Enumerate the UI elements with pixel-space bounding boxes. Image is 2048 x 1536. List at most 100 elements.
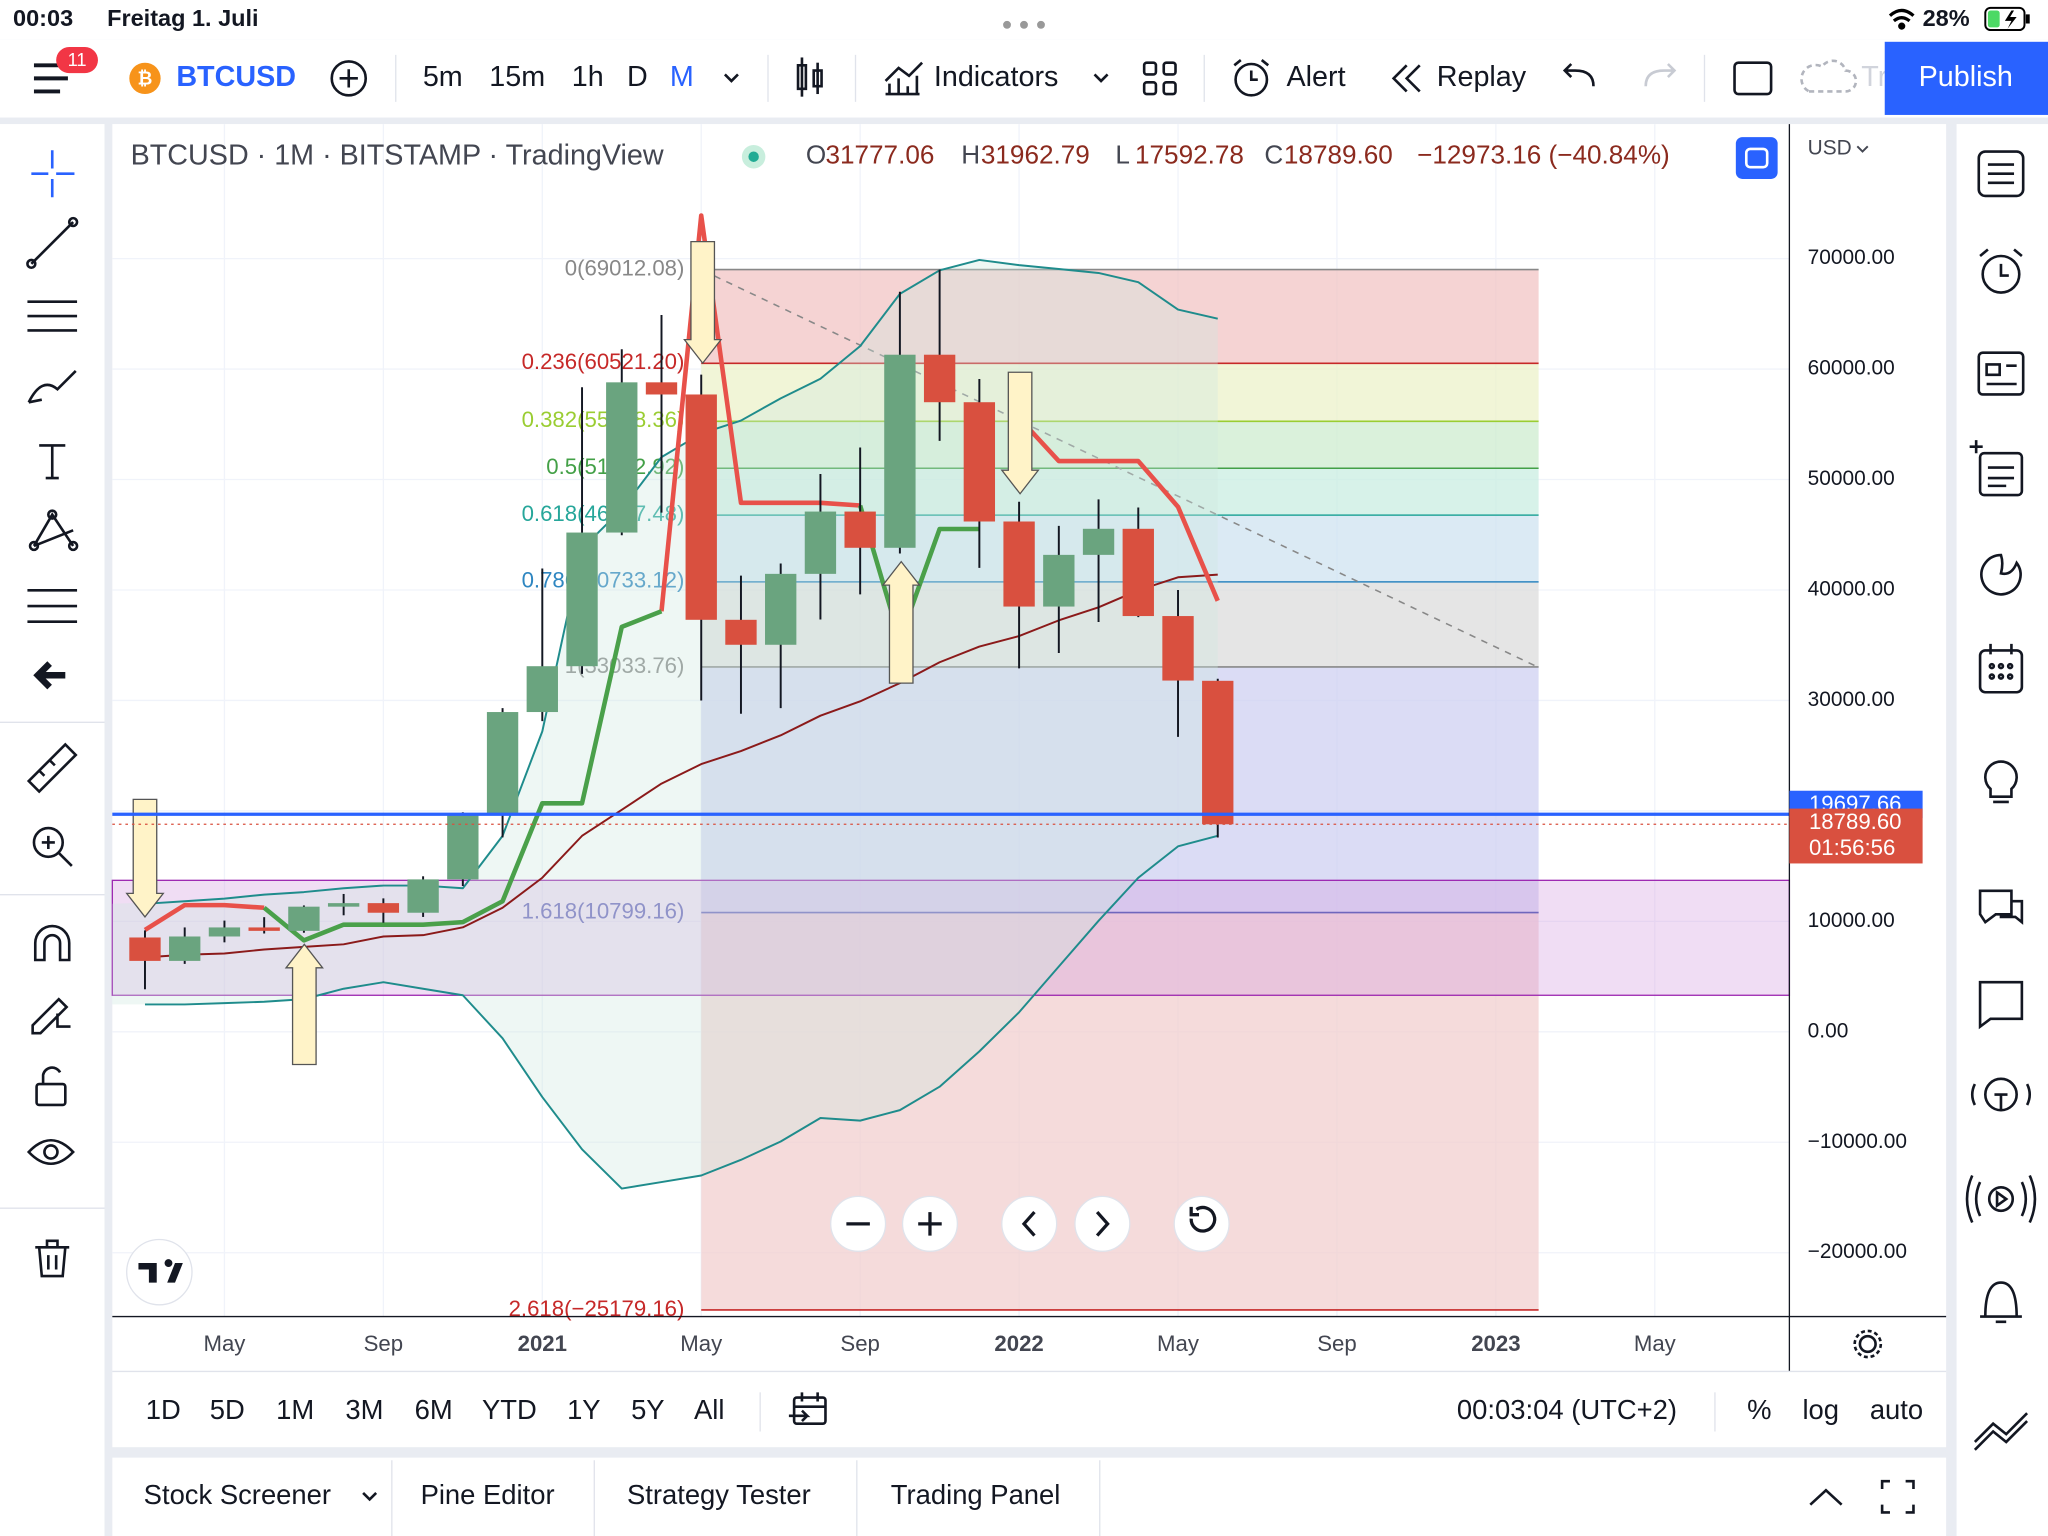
sidebar-buttons-part[interactable] (1985, 363, 2017, 386)
bottom-tab[interactable]: Strategy Tester (627, 1479, 811, 1510)
replay-button[interactable]: Replay (1437, 61, 1527, 93)
expand-panel[interactable] (1809, 1488, 1843, 1506)
alert-icon-part[interactable] (1234, 62, 1269, 97)
undo-button[interactable] (1562, 63, 1595, 87)
symbol[interactable]: BTCUSD (176, 61, 296, 93)
drawing-tools-part[interactable] (26, 1138, 75, 1166)
clock[interactable]: 00:03:04 (UTC+2) (1457, 1394, 1677, 1425)
range-button[interactable]: 5Y (631, 1394, 665, 1425)
drawing-tools-part[interactable] (67, 216, 79, 228)
drawing-tools-part[interactable] (39, 444, 66, 480)
drawing-tools-part[interactable] (33, 661, 66, 690)
drawing-tools-part[interactable] (31, 150, 75, 198)
fullscreen-button[interactable] (1733, 61, 1773, 96)
drawing-tools-part[interactable] (28, 540, 40, 552)
interval-button[interactable]: D (627, 61, 648, 93)
alert-button[interactable]: Alert (1287, 61, 1346, 93)
publish-button[interactable] (1884, 41, 2048, 115)
sidebar-buttons-part[interactable] (1988, 673, 1996, 680)
zoom-controls-part[interactable] (1173, 1195, 1230, 1252)
drawing-tools-part[interactable] (31, 997, 71, 1035)
drawing-tools-part[interactable] (47, 509, 58, 520)
sidebar-buttons-part[interactable] (2006, 662, 2014, 670)
settings-button[interactable] (1853, 1329, 1883, 1359)
maximize-panel[interactable] (1880, 1479, 1915, 1514)
range-button[interactable]: 5D (210, 1394, 245, 1425)
currency-dropdown[interactable] (1856, 145, 1869, 153)
layout-button[interactable] (1142, 61, 1177, 96)
interval-dropdown[interactable] (723, 73, 739, 83)
settings-button-part[interactable] (1858, 1334, 1877, 1354)
add-symbol-part[interactable] (330, 60, 368, 97)
sidebar-buttons[interactable] (1965, 150, 2037, 1451)
indicators-button[interactable]: Indicators (934, 61, 1059, 93)
sidebar-buttons-part[interactable] (2006, 673, 2014, 680)
indicators-dropdown[interactable] (1093, 73, 1109, 83)
drawing-tools-part[interactable] (35, 1239, 70, 1278)
zoom-controls[interactable] (830, 1195, 1230, 1252)
sidebar-buttons-part[interactable] (1973, 1412, 2029, 1451)
redo-button[interactable] (1644, 63, 1677, 87)
sidebar-buttons-part[interactable] (1978, 451, 2024, 497)
sidebar-buttons-part[interactable] (1981, 254, 2021, 294)
sidebar-buttons-part[interactable] (1978, 889, 2024, 925)
zoom-controls-part[interactable] (1001, 1195, 1058, 1252)
layout-button-part[interactable] (1162, 80, 1177, 96)
chart-type-button[interactable] (796, 57, 823, 97)
drawing-tools-part[interactable] (26, 258, 37, 270)
range-button[interactable]: All (694, 1394, 724, 1425)
log-toggle[interactable]: log (1802, 1394, 1839, 1425)
sidebar-buttons-part[interactable] (1989, 643, 2013, 655)
sidebar-buttons-part[interactable] (1969, 440, 2015, 488)
zoom-controls-part[interactable] (1074, 1195, 1131, 1252)
interval-button[interactable]: 15m (489, 61, 545, 93)
interval-button[interactable]: 1h (572, 61, 604, 93)
bottom-tab[interactable]: Trading Panel (891, 1479, 1061, 1510)
drawing-tools-part[interactable] (32, 512, 75, 548)
zoom-controls-part[interactable] (1021, 1210, 1036, 1237)
alert-icon[interactable] (1233, 59, 1270, 97)
sidebar-buttons-part[interactable] (1979, 248, 2023, 277)
sidebar-buttons-part[interactable] (1997, 662, 2005, 670)
sidebar-buttons-part[interactable] (1997, 673, 2005, 680)
sidebar-buttons-part[interactable] (1977, 150, 2025, 198)
cloud-button[interactable] (1800, 59, 1858, 93)
settings-button-part[interactable] (1853, 1329, 1883, 1359)
drawing-tools-part[interactable] (41, 835, 73, 867)
indicators-icon[interactable] (884, 61, 924, 96)
drawing-tools-part[interactable] (67, 540, 79, 552)
layout-button-part[interactable] (1162, 61, 1177, 76)
add-symbol[interactable] (330, 60, 368, 97)
range-button[interactable]: 1D (146, 1394, 181, 1425)
drawing-tools-part[interactable] (27, 589, 78, 624)
drawing-tools[interactable] (26, 150, 79, 1278)
bottom-tab[interactable]: Stock Screener (144, 1479, 331, 1510)
drawing-tools-part[interactable] (26, 742, 78, 794)
sidebar-buttons-part[interactable] (1977, 351, 2025, 396)
layout-button-part[interactable] (1142, 61, 1158, 76)
alert-icon-part[interactable] (1233, 59, 1270, 81)
drawing-tools-part[interactable] (30, 221, 75, 265)
screener-dropdown[interactable] (362, 1491, 378, 1502)
object-tree-button[interactable] (1735, 137, 1778, 179)
sidebar-buttons-part[interactable] (1978, 649, 2024, 694)
percent-toggle[interactable]: % (1747, 1394, 1771, 1425)
range-button[interactable]: 1M (276, 1394, 314, 1425)
range-button[interactable]: YTD (482, 1394, 537, 1425)
drawing-tools-part[interactable] (41, 1066, 62, 1085)
auto-toggle[interactable]: auto (1870, 1394, 1923, 1425)
sidebar-buttons-part[interactable] (1978, 980, 2024, 1030)
range-button[interactable]: 1Y (567, 1394, 601, 1425)
currency[interactable]: USD (1808, 136, 1852, 159)
drawing-tools-part[interactable] (35, 1082, 67, 1107)
sidebar-buttons-part[interactable] (1987, 163, 2015, 185)
sidebar-buttons-part[interactable] (1987, 1185, 2015, 1213)
sidebar-buttons-part[interactable] (1980, 1281, 2022, 1324)
drawing-tools-part[interactable] (33, 924, 71, 962)
sidebar-buttons-part[interactable] (1984, 760, 2018, 804)
interval-button[interactable]: M (670, 61, 694, 93)
sidebar-buttons-part[interactable] (1965, 1174, 2037, 1224)
drawing-tools-part[interactable] (27, 370, 77, 404)
zoom-controls-part[interactable] (1189, 1205, 1217, 1233)
sidebar-buttons-part[interactable] (1970, 1083, 2032, 1111)
